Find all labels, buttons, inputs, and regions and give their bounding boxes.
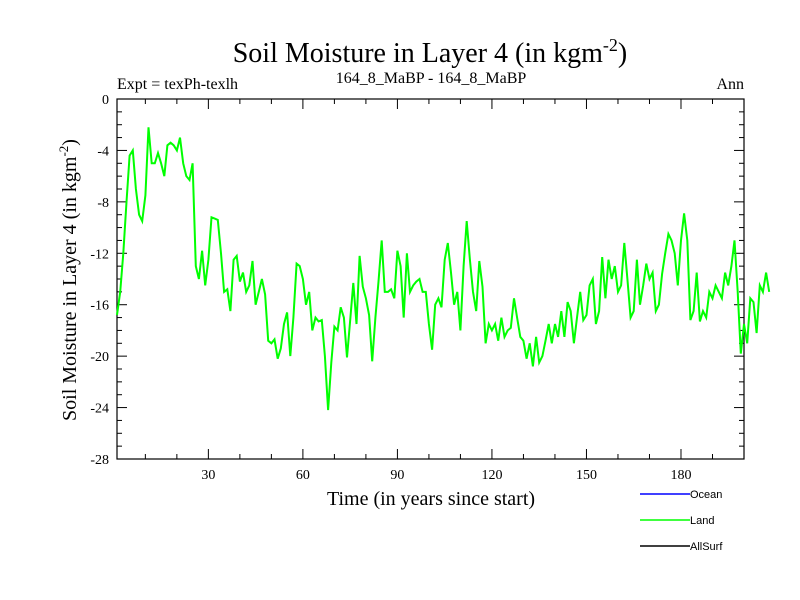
y-tick-label: -24	[90, 402, 109, 417]
legend-label-allsurf: AllSurf	[690, 541, 723, 553]
y-tick-label: -4	[97, 144, 109, 159]
x-tick-label: 180	[670, 468, 691, 483]
legend-label-land: Land	[690, 515, 714, 527]
y-tick-label: -20	[90, 350, 109, 365]
y-axis-label-sup: -2	[56, 146, 71, 157]
chart-title-sup: -2	[603, 35, 618, 55]
y-axis-ticks: 0 -4 -8 -12 -16 -20 -24 -28	[90, 93, 744, 468]
subtitle-center: 164_8_MaBP - 164_8_MaBP	[336, 70, 527, 87]
y-axis-label-text: Soil Moisture in Layer 4 (in kgm	[59, 156, 81, 421]
chart-title: Soil Moisture in Layer 4 (in kgm-2)	[233, 35, 628, 69]
x-tick-label: 90	[390, 468, 404, 483]
x-tick-label: 150	[576, 468, 597, 483]
y-tick-label: -8	[97, 196, 109, 211]
x-tick-label: 120	[481, 468, 502, 483]
x-tick-label: 30	[201, 468, 215, 483]
y-tick-label: -16	[90, 299, 109, 314]
y-tick-label: -28	[90, 453, 109, 468]
subtitle-left: Expt = texPh-texlh	[117, 76, 238, 93]
series-line-land	[116, 127, 771, 411]
x-tick-label: 60	[296, 468, 310, 483]
chart-title-text: Soil Moisture in Layer 4 (in kgm	[233, 38, 603, 69]
x-axis-ticks: 30 60 90 120 150 180	[144, 99, 745, 483]
y-tick-label: 0	[102, 93, 109, 108]
legend-label-ocean: Ocean	[690, 489, 722, 501]
y-axis-label: Soil Moisture in Layer 4 (in kgm-2)	[56, 139, 81, 421]
subtitle-right: Ann	[716, 76, 744, 93]
y-axis-label-close: )	[59, 139, 81, 146]
y-tick-label: -12	[90, 247, 109, 262]
chart-title-close: )	[618, 38, 627, 69]
legend: Ocean Land AllSurf	[640, 489, 723, 553]
x-axis-label: Time (in years since start)	[327, 488, 535, 510]
